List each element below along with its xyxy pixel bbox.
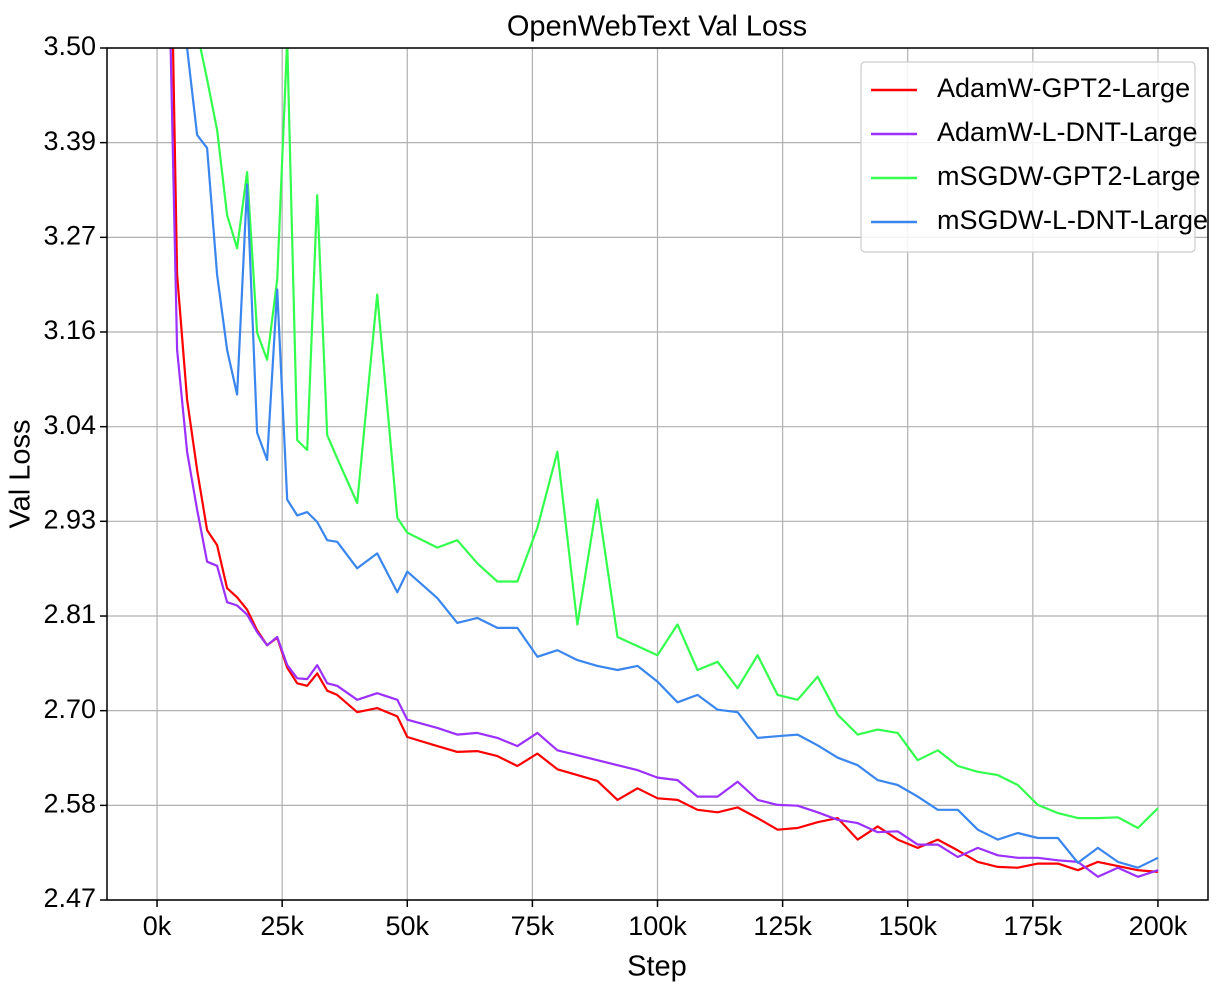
x-tick-label: 125k (753, 911, 812, 941)
y-tick-label: 2.47 (43, 883, 96, 913)
x-tick-label: 100k (628, 911, 687, 941)
y-tick-label: 2.93 (43, 504, 96, 534)
plot-frame (106, 47, 1209, 901)
y-tick-label: 3.04 (43, 410, 96, 440)
x-tick-label: 150k (878, 911, 937, 941)
x-tick-label: 75k (511, 911, 555, 941)
legend: AdamW-GPT2-Large AdamW-L-DNT-Large mSGDW-G… (860, 61, 1208, 253)
y-tick-label: 3.39 (43, 126, 96, 156)
series-line (185, 48, 1159, 869)
series-line (169, 48, 1159, 878)
chart-title: OpenWebText Val Loss (507, 11, 807, 43)
x-tick-label: 0k (143, 911, 172, 941)
plot-lines (169, 48, 1159, 878)
y-tick-label: 2.58 (43, 788, 96, 818)
y-tick-label: 3.50 (43, 31, 96, 61)
x-tick-label: 25k (260, 911, 304, 941)
y-axis-label: Val Loss (5, 419, 37, 528)
legend-label: AdamW-GPT2-Large (937, 73, 1190, 103)
y-tick-label: 3.16 (43, 315, 96, 345)
series-line (199, 48, 1159, 830)
x-tick-label: 175k (1004, 911, 1063, 941)
legend-label: AdamW-L-DNT-Large (937, 117, 1198, 147)
y-tick-label: 3.27 (43, 220, 96, 250)
x-axis-label: Step (627, 951, 687, 983)
y-tick-label: 2.81 (43, 599, 96, 629)
legend-label: mSGDW-GPT2-Large (937, 161, 1201, 191)
legend-label: mSGDW-L-DNT-Large (937, 205, 1208, 235)
y-tick-label: 2.70 (43, 694, 96, 724)
x-tick-label: 200k (1129, 911, 1188, 941)
legend-frame (860, 61, 1196, 253)
x-tick-label: 50k (385, 911, 429, 941)
